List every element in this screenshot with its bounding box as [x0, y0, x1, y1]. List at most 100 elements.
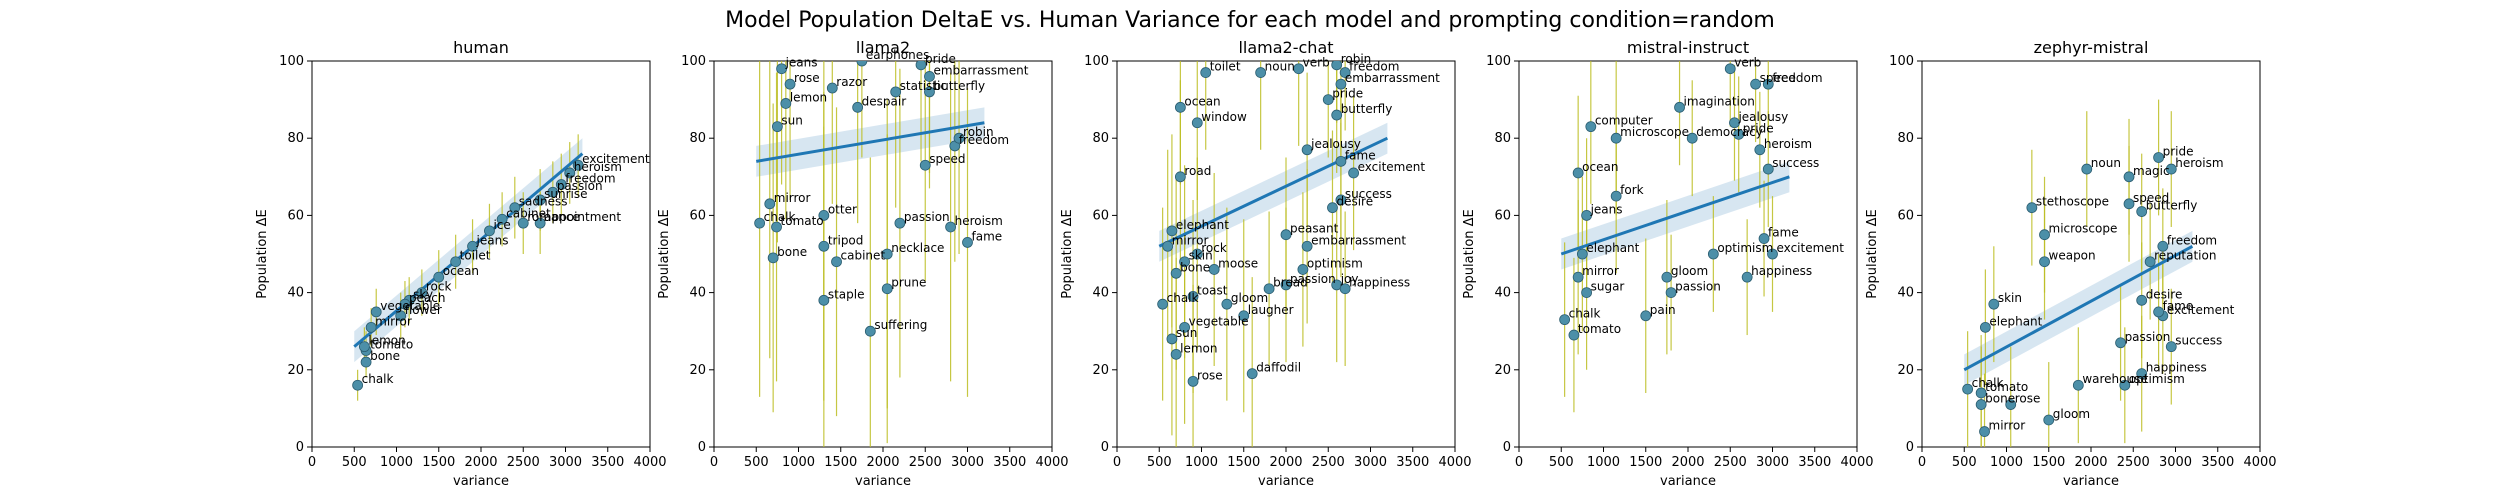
data-point — [771, 121, 783, 133]
point-label: success — [1772, 156, 1819, 170]
point-label: freedom — [565, 172, 615, 186]
point-label: optimism — [2129, 372, 2185, 386]
point-label: embarrassment — [933, 63, 1028, 77]
point-label: tomato — [1985, 380, 2028, 394]
point-label: toast — [1197, 283, 1228, 297]
point-label: computer — [1595, 114, 1653, 128]
x-tick-label: 3500 — [993, 455, 1026, 470]
x-tick-label: 3000 — [951, 455, 984, 470]
data-point — [894, 217, 906, 229]
data-point — [1179, 321, 1190, 333]
point-label: jealousy — [1737, 110, 1788, 124]
point-label: freedom — [1772, 71, 1822, 85]
data-point — [1767, 248, 1778, 260]
point-label: elephant — [1176, 218, 1229, 232]
point-label: mirror — [774, 191, 811, 205]
point-label: earphones — [866, 48, 929, 62]
x-tick-label: 1000 — [782, 455, 815, 470]
x-tick-label: 1500 — [2032, 455, 2065, 470]
data-point — [1758, 233, 1770, 244]
data-point — [1724, 63, 1736, 75]
data-point — [1166, 225, 1178, 237]
point-label: despair — [862, 94, 907, 108]
point-label: toilet — [1210, 60, 1241, 74]
data-point — [1331, 61, 1343, 71]
point-label: lemon — [1180, 341, 1217, 355]
point-label: excitement — [1358, 160, 1426, 174]
point-label: bone — [1985, 392, 2015, 406]
y-tick-label: 20 — [1092, 363, 1109, 378]
plot-area — [1518, 60, 1858, 448]
x-tick-label: 1000 — [1990, 455, 2023, 470]
x-tick-label: 0 — [710, 455, 718, 470]
data-point — [784, 78, 796, 90]
chart-panel: pride magic heroism noun stethoscope butterfl… — [1865, 38, 2277, 489]
x-tick-label: 1500 — [422, 455, 455, 470]
x-tick-label: 0 — [1515, 455, 1523, 470]
data-point — [852, 101, 864, 113]
y-axis-label: Population ΔE — [1865, 209, 1880, 299]
point-label: daffodil — [1256, 361, 1301, 375]
data-point — [1979, 321, 1991, 333]
regression-line — [1158, 136, 1389, 248]
data-point — [496, 213, 508, 225]
plot-content — [1559, 61, 1790, 413]
point-label: pride — [2163, 145, 2194, 159]
y-axis-label: Population ΔE — [1462, 209, 1477, 299]
x-tick-label: 2000 — [2074, 455, 2107, 470]
point-label: tomato — [370, 338, 413, 352]
data-point — [2039, 256, 2050, 268]
point-label: speed — [929, 152, 965, 166]
panel-title: human — [453, 38, 509, 57]
point-label: passion — [1675, 280, 1721, 294]
data-point — [2026, 202, 2038, 214]
x-tick-label: 3000 — [1354, 455, 1387, 470]
point-label: mirror — [375, 314, 412, 328]
point-label: pride — [1743, 121, 1774, 135]
data-point — [1187, 375, 1199, 387]
data-point — [1975, 387, 1987, 399]
data-point — [924, 71, 935, 82]
y-tick-label: 40 — [287, 286, 304, 301]
data-point — [484, 225, 495, 237]
y-tick-label: 40 — [1494, 286, 1511, 301]
data-point — [1157, 298, 1169, 310]
y-tick-label: 40 — [1092, 286, 1109, 301]
data-point — [1179, 256, 1190, 268]
point-label: pride — [1332, 87, 1363, 101]
point-label: happiness — [1349, 276, 1410, 290]
point-label: sugar — [1591, 280, 1625, 294]
data-point — [1674, 101, 1685, 113]
data-point — [1686, 132, 1698, 144]
point-label: excitement — [2167, 303, 2235, 317]
point-label: ocean — [443, 264, 479, 278]
data-point — [360, 356, 372, 368]
data-point — [1572, 167, 1584, 179]
point-label: heroism — [2175, 156, 2223, 170]
point-label: passion — [557, 179, 603, 193]
data-point — [2123, 171, 2135, 183]
x-tick-label: 1000 — [1587, 455, 1620, 470]
data-point — [856, 61, 868, 67]
data-point — [450, 256, 462, 268]
data-point — [2136, 294, 2148, 306]
data-point — [919, 159, 931, 171]
point-label: prune — [891, 276, 926, 290]
y-tick-label: 20 — [689, 363, 706, 378]
point-label: rose — [794, 71, 820, 85]
data-point — [547, 186, 559, 198]
plot-content — [352, 134, 584, 401]
data-point — [780, 98, 792, 109]
x-axis-label: variance — [855, 474, 911, 489]
y-tick-label: 60 — [689, 208, 706, 223]
point-label: vegetable — [1189, 314, 1249, 328]
point-label: ice — [493, 218, 510, 232]
x-tick-label: 4000 — [1438, 455, 1471, 470]
point-label: butterfly — [933, 79, 985, 93]
data-point — [2119, 379, 2131, 391]
data-point — [1610, 132, 1622, 144]
point-label: fork — [1620, 183, 1644, 197]
point-label: statistic — [900, 79, 947, 93]
